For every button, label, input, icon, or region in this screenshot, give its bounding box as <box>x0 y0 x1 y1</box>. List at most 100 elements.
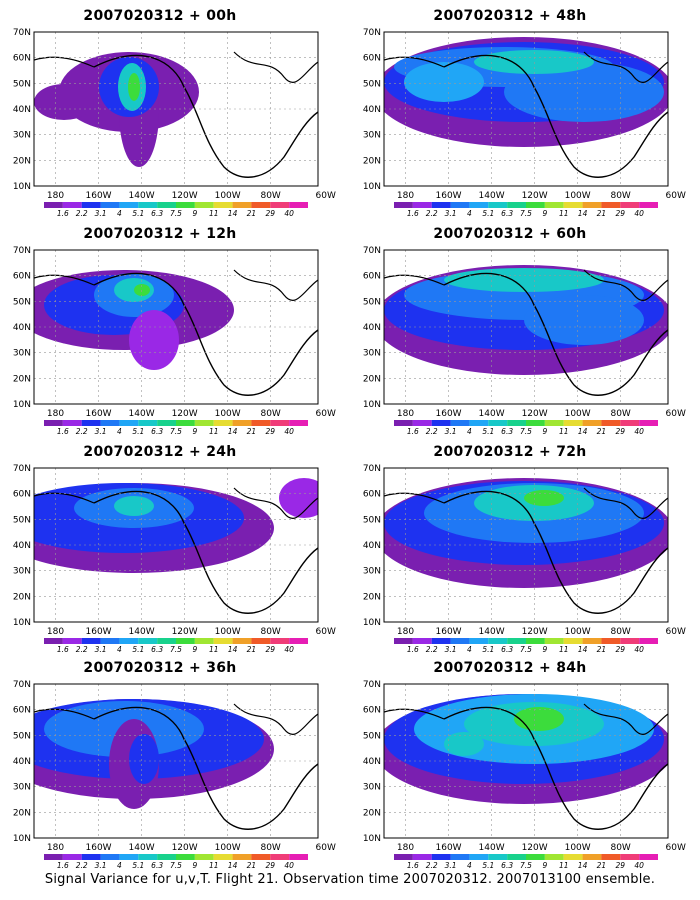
map-svg: 70N 60N 50N 40N 30N 20N 10N 180 160W 140W 120W 100W… <box>13 680 336 870</box>
colorbar-label: 40 <box>284 427 294 436</box>
colorbar-swatch <box>270 638 290 644</box>
colorbar-swatch <box>62 202 82 208</box>
colorbar-label: 9 <box>192 645 197 654</box>
colorbar-label: 6.3 <box>151 209 163 218</box>
colorbar-label: 5.1 <box>482 861 494 870</box>
lon-tick-label: 60W <box>316 409 336 419</box>
colorbar-swatch <box>450 854 470 860</box>
colorbar-swatch <box>194 420 214 426</box>
lat-tick-label: 10N <box>363 618 381 628</box>
colorbar-label: 9 <box>542 209 547 218</box>
colorbar-swatch <box>100 420 120 426</box>
colorbar-label: 14 <box>578 861 588 870</box>
colorbar-label: 3.1 <box>95 209 107 218</box>
colorbar-label: 3.1 <box>95 645 107 654</box>
colorbar-swatch <box>100 854 120 860</box>
colorbar-label: 7.5 <box>520 427 532 436</box>
colorbar-swatch <box>507 854 526 860</box>
lat-tick-label: 10N <box>13 834 31 844</box>
colorbar-swatch <box>526 638 545 644</box>
map-svg: 70N 60N 50N 40N 30N 20N 10N 180 160W 140W 120W 100W… <box>13 464 336 654</box>
colorbar-swatch <box>526 202 545 208</box>
lon-tick-label: 140W <box>479 409 505 419</box>
colorbar-swatch <box>639 854 658 860</box>
lon-tick-label: 100W <box>215 843 241 853</box>
colorbar-swatch <box>639 202 658 208</box>
colorbar-label: 11 <box>559 645 569 654</box>
lon-tick-label: 120W <box>522 843 548 853</box>
variance-contour <box>129 734 159 784</box>
coastline <box>443 272 668 396</box>
colorbar-swatch <box>620 420 640 426</box>
lon-tick-label: 100W <box>215 627 241 637</box>
colorbar-label: 4 <box>117 861 122 870</box>
colorbar-label: 4 <box>117 645 122 654</box>
lon-tick-label: 160W <box>436 843 462 853</box>
colorbar-swatch <box>431 638 451 644</box>
map-panel: 2007020312 + 12h 70N 60N 50N 40N 30N 20N 10N 180… <box>10 226 336 436</box>
colorbar-label: 5.1 <box>132 209 144 218</box>
lat-tick-label: 30N <box>13 567 31 577</box>
colorbar-label: 6.3 <box>151 861 163 870</box>
colorbar-label: 7.5 <box>170 645 182 654</box>
lat-tick-label: 40N <box>13 105 31 115</box>
variance-contour <box>524 490 564 506</box>
colorbar-swatch <box>582 854 602 860</box>
colorbar-swatch <box>270 854 290 860</box>
colorbar-swatch <box>157 638 176 644</box>
colorbar-swatch <box>44 854 63 860</box>
variance-contour <box>114 496 154 516</box>
colorbar-swatch <box>469 420 489 426</box>
lat-tick-label: 60N <box>363 706 381 716</box>
colorbar-swatch <box>213 854 233 860</box>
colorbar-swatch <box>232 854 252 860</box>
colorbar-label: 40 <box>634 645 644 654</box>
colorbar-label: 2.2 <box>426 861 438 870</box>
colorbar-label: 11 <box>209 209 219 218</box>
colorbar-swatch <box>213 202 233 208</box>
colorbar-label: 5.1 <box>482 645 494 654</box>
colorbar-swatch <box>289 420 308 426</box>
map-panel: 2007020312 + 36h 70N 60N 50N 40N 30N 20N 10N 180… <box>10 660 336 870</box>
colorbar-label: 5.1 <box>482 427 494 436</box>
colorbar-swatch <box>232 420 252 426</box>
map-frame <box>383 249 669 405</box>
colorbar-label: 14 <box>228 645 238 654</box>
colorbar-label: 1.6 <box>407 645 419 654</box>
colorbar-swatch <box>563 638 583 644</box>
colorbar-label: 11 <box>559 861 569 870</box>
colorbar-label: 21 <box>247 209 257 218</box>
colorbar-label: 7.5 <box>170 209 182 218</box>
lon-tick-label: 100W <box>215 409 241 419</box>
colorbar-swatch <box>639 638 658 644</box>
colorbar-swatch <box>526 420 545 426</box>
lon-tick-label: 140W <box>129 409 155 419</box>
lat-tick-label: 20N <box>13 808 31 818</box>
colorbar-label: 21 <box>247 861 257 870</box>
lon-tick-label: 120W <box>522 627 548 637</box>
colorbar-swatch <box>582 638 602 644</box>
colorbar-swatch <box>232 638 252 644</box>
colorbar-swatch <box>119 420 139 426</box>
colorbar-label: 2.2 <box>76 645 88 654</box>
colorbar-swatch <box>81 854 101 860</box>
lon-tick-label: 180 <box>47 843 64 853</box>
lat-tick-label: 20N <box>363 156 381 166</box>
colorbar-swatch <box>601 420 621 426</box>
colorbar-label: 29 <box>266 209 276 218</box>
map-frame <box>33 467 319 623</box>
lat-tick-label: 10N <box>363 400 381 410</box>
colorbar-swatch <box>563 420 583 426</box>
colorbar-label: 40 <box>284 861 294 870</box>
colorbar-label: 6.3 <box>501 645 513 654</box>
lon-tick-label: 60W <box>316 191 336 201</box>
map-svg: 70N 60N 50N 40N 30N 20N 10N 180 160W 140W 120W 100W… <box>363 246 686 436</box>
lat-tick-label: 30N <box>363 783 381 793</box>
lat-tick-label: 60N <box>13 706 31 716</box>
colorbar-swatch <box>176 202 195 208</box>
map-frame <box>383 683 669 839</box>
colorbar-label: 29 <box>266 861 276 870</box>
colorbar-swatch <box>176 638 195 644</box>
colorbar-label: 4 <box>117 427 122 436</box>
colorbar-swatch <box>582 420 602 426</box>
